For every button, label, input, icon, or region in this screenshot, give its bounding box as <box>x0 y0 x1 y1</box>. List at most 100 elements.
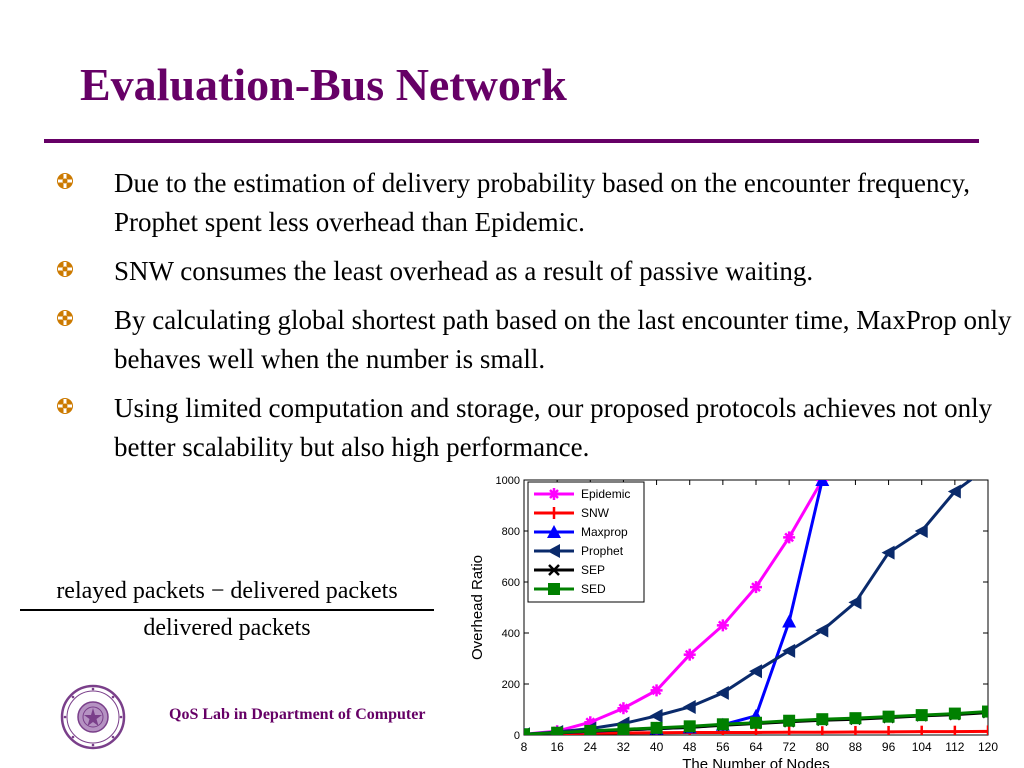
data-point-epidemic <box>617 702 630 715</box>
marker-dot <box>719 621 727 629</box>
data-point-snw <box>982 725 988 735</box>
bullet-marker-icon <box>57 310 73 326</box>
legend-entry: SED <box>534 582 606 596</box>
data-point-prophet <box>715 685 729 700</box>
marker-dot <box>752 583 760 591</box>
bullet-item: Using limited computation and storage, o… <box>56 389 1016 467</box>
bullet-item: Due to the estimation of delivery probab… <box>56 164 1016 242</box>
x-tick-label: 112 <box>945 740 964 754</box>
data-point-maxprop <box>815 480 830 486</box>
x-tick-label: 104 <box>912 740 932 754</box>
formula-numerator: relayed packets − delivered packets <box>56 578 398 604</box>
x-tick-label: 88 <box>849 740 863 754</box>
legend-label: SNW <box>581 506 610 520</box>
data-point-epidemic <box>783 531 796 544</box>
legend-entry: SNW <box>534 506 610 520</box>
x-tick-label: 80 <box>816 740 830 754</box>
x-tick-label: 56 <box>716 740 730 754</box>
data-point-epidemic <box>716 619 729 632</box>
bullet-marker-icon <box>57 398 73 414</box>
bullet-text: SNW consumes the least overhead as a res… <box>114 256 814 286</box>
legend-entry: Maxprop <box>534 525 628 539</box>
data-point-sed <box>783 714 796 727</box>
legend-label: Maxprop <box>581 525 628 539</box>
overhead-ratio-chart: 0 200 400 600 800 1000 8 16 24 32 40 48 56 64 72 80 88 96… <box>469 470 998 768</box>
data-point-snw <box>882 725 895 735</box>
series-sed <box>524 705 988 735</box>
bullet-marker-icon <box>57 261 73 277</box>
data-point-prophet <box>947 484 961 499</box>
plot-series-group <box>524 470 994 735</box>
slide-title: Evaluation-Bus Network <box>80 59 567 110</box>
series-line-epidemic <box>524 480 824 735</box>
overhead-ratio-formula: relayed packets − delivered packets deli… <box>20 576 434 642</box>
bullet-text: Due to the estimation of delivery probab… <box>114 168 970 237</box>
legend: Epidemic SNW Maxprop Prophet SEP SED <box>527 481 645 603</box>
data-point-epidemic <box>683 648 696 661</box>
data-point-snw <box>783 726 796 735</box>
data-point-sed <box>524 728 530 735</box>
x-tick-label: 120 <box>978 740 998 754</box>
legend-marker <box>547 525 561 538</box>
bullet-text: By calculating global shortest path base… <box>114 305 1012 374</box>
y-tick-label: 1000 <box>496 475 520 487</box>
footer-lab-name: QoS Lab in Department of Computer <box>169 706 426 723</box>
bullet-marker-icon <box>57 173 73 189</box>
data-point-maxprop <box>782 614 797 628</box>
legend-marker <box>548 583 560 595</box>
marker-dot <box>653 686 661 694</box>
formula-denominator: delivered packets <box>143 615 311 641</box>
bullet-clip-region: Due to the estimation of delivery probab… <box>56 164 1016 468</box>
x-tick-label: 24 <box>584 740 598 754</box>
data-point-prophet <box>749 664 762 679</box>
data-point-sed <box>982 705 988 718</box>
x-tick-label: 32 <box>617 740 631 754</box>
y-tick-label: 400 <box>502 628 520 640</box>
legend-marker <box>547 544 560 558</box>
data-point-epidemic <box>650 684 663 697</box>
legend-marker <box>548 488 560 500</box>
marker-stroke <box>548 564 560 576</box>
fraction-bar <box>20 609 434 611</box>
data-point-sed <box>650 721 663 734</box>
data-point-sed <box>849 712 862 725</box>
x-tick-label: 72 <box>782 740 796 754</box>
legend-entry: Prophet <box>534 544 624 558</box>
x-tick-label: 64 <box>749 740 763 754</box>
data-point-sed <box>816 713 829 726</box>
data-point-sed <box>617 723 630 735</box>
data-point-prophet <box>881 545 895 560</box>
legend-label: Epidemic <box>581 487 630 501</box>
data-point-prophet <box>649 708 663 723</box>
bullet-item: SNW consumes the least overhead as a res… <box>56 252 1016 291</box>
legend-entry: Epidemic <box>534 487 630 501</box>
marker-dot <box>785 533 793 541</box>
data-point-sed <box>683 720 696 733</box>
data-point-snw <box>915 725 928 735</box>
legend-entry: SEP <box>534 563 605 577</box>
data-point-sed <box>551 726 564 735</box>
x-tick-label: 96 <box>882 740 896 754</box>
university-seal-logo <box>60 684 126 750</box>
bullet-text: Using limited computation and storage, o… <box>114 393 993 462</box>
y-tick-label: 0 <box>514 730 520 742</box>
legend-label: SED <box>581 582 606 596</box>
y-tick-label: 600 <box>502 577 520 589</box>
marker-dot <box>619 704 627 712</box>
data-point-snw <box>816 726 829 735</box>
legend-box <box>527 481 645 603</box>
x-tick-label: 8 <box>521 740 528 754</box>
legend-marker <box>548 507 560 519</box>
marker-dot <box>686 651 694 659</box>
bullet-list: Due to the estimation of delivery probab… <box>56 164 1016 468</box>
data-point-prophet <box>981 470 994 474</box>
y-tick-label: 800 <box>502 526 520 538</box>
legend-label: Prophet <box>581 544 624 558</box>
data-point-sed <box>915 709 928 722</box>
data-point-prophet <box>782 643 796 658</box>
x-tick-label: 16 <box>550 740 564 754</box>
marker-dot <box>550 490 558 498</box>
legend-label: SEP <box>581 563 605 577</box>
x-tick-label: 40 <box>650 740 664 754</box>
legend-marker <box>548 564 560 576</box>
